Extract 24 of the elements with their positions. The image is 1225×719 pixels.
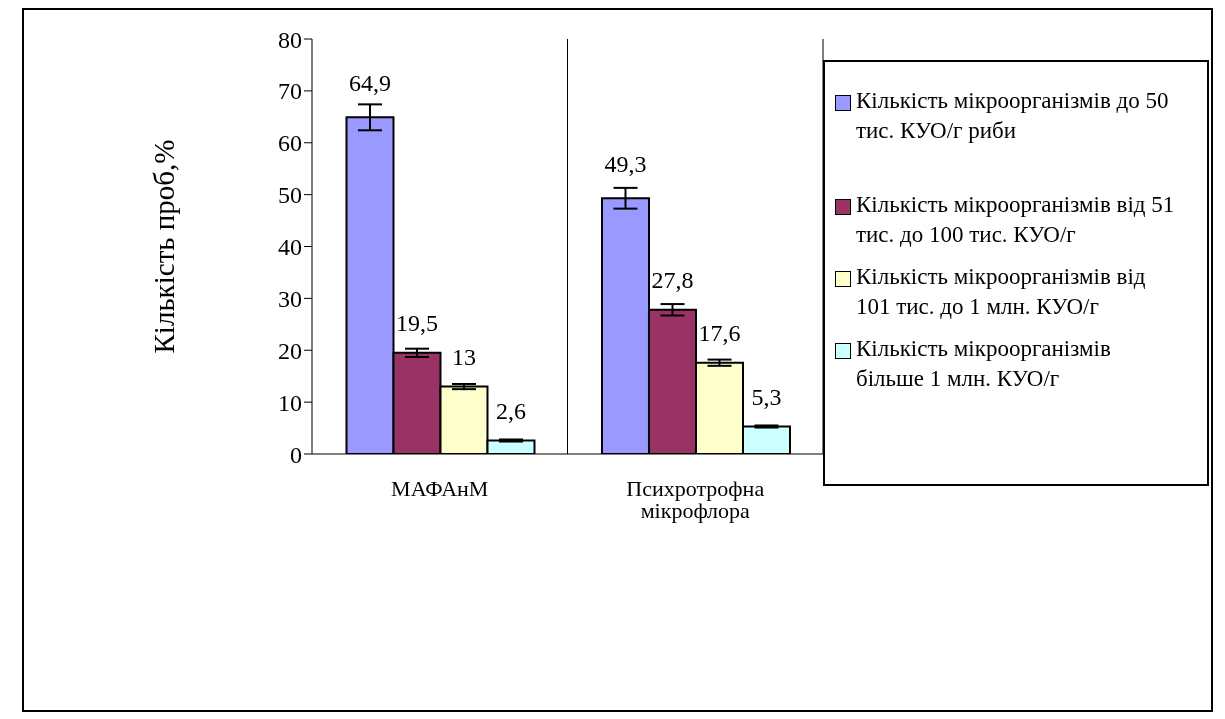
- data-label: 27,8: [651, 266, 694, 293]
- data-label: 49,3: [604, 151, 647, 178]
- y-tick-label: 20: [278, 337, 302, 364]
- data-label: 64,9: [348, 70, 391, 97]
- legend-label: Кількість мікроорганізмів більше 1 млн. КУО/г: [856, 335, 1112, 393]
- y-tick-label: 50: [278, 182, 302, 209]
- y-tick-label: 10: [278, 389, 302, 416]
- y-tick-label: 40: [278, 234, 302, 261]
- data-label: 2,6: [495, 397, 526, 424]
- y-axis-title: Кількість проб,%: [148, 139, 181, 354]
- y-tick-label: 70: [278, 78, 302, 105]
- data-label: 13: [451, 343, 476, 370]
- legend-label: Кількість мікроорганізмів від 51 тис. до 100 тис. КУО/г: [856, 191, 1176, 249]
- data-label: 19,5: [395, 309, 438, 336]
- data-label: 5,3: [751, 383, 782, 410]
- y-tick-label: 30: [278, 285, 302, 312]
- legend-label: Кількість мікроорганізмів від 101 тис. до 1 млн. КУО/г: [856, 263, 1147, 321]
- y-tick-label: 60: [278, 130, 302, 157]
- data-label: 17,6: [698, 319, 741, 346]
- x-tick-label: МАФАнМ: [391, 475, 489, 501]
- y-tick-label: 0: [290, 441, 302, 468]
- legend-label: Кількість мікроорганізмів до 50 тис. КУО/г риби: [856, 87, 1170, 145]
- y-tick-label: 80: [278, 26, 302, 53]
- x-tick-label: Психротрофна мікрофлора: [626, 475, 765, 523]
